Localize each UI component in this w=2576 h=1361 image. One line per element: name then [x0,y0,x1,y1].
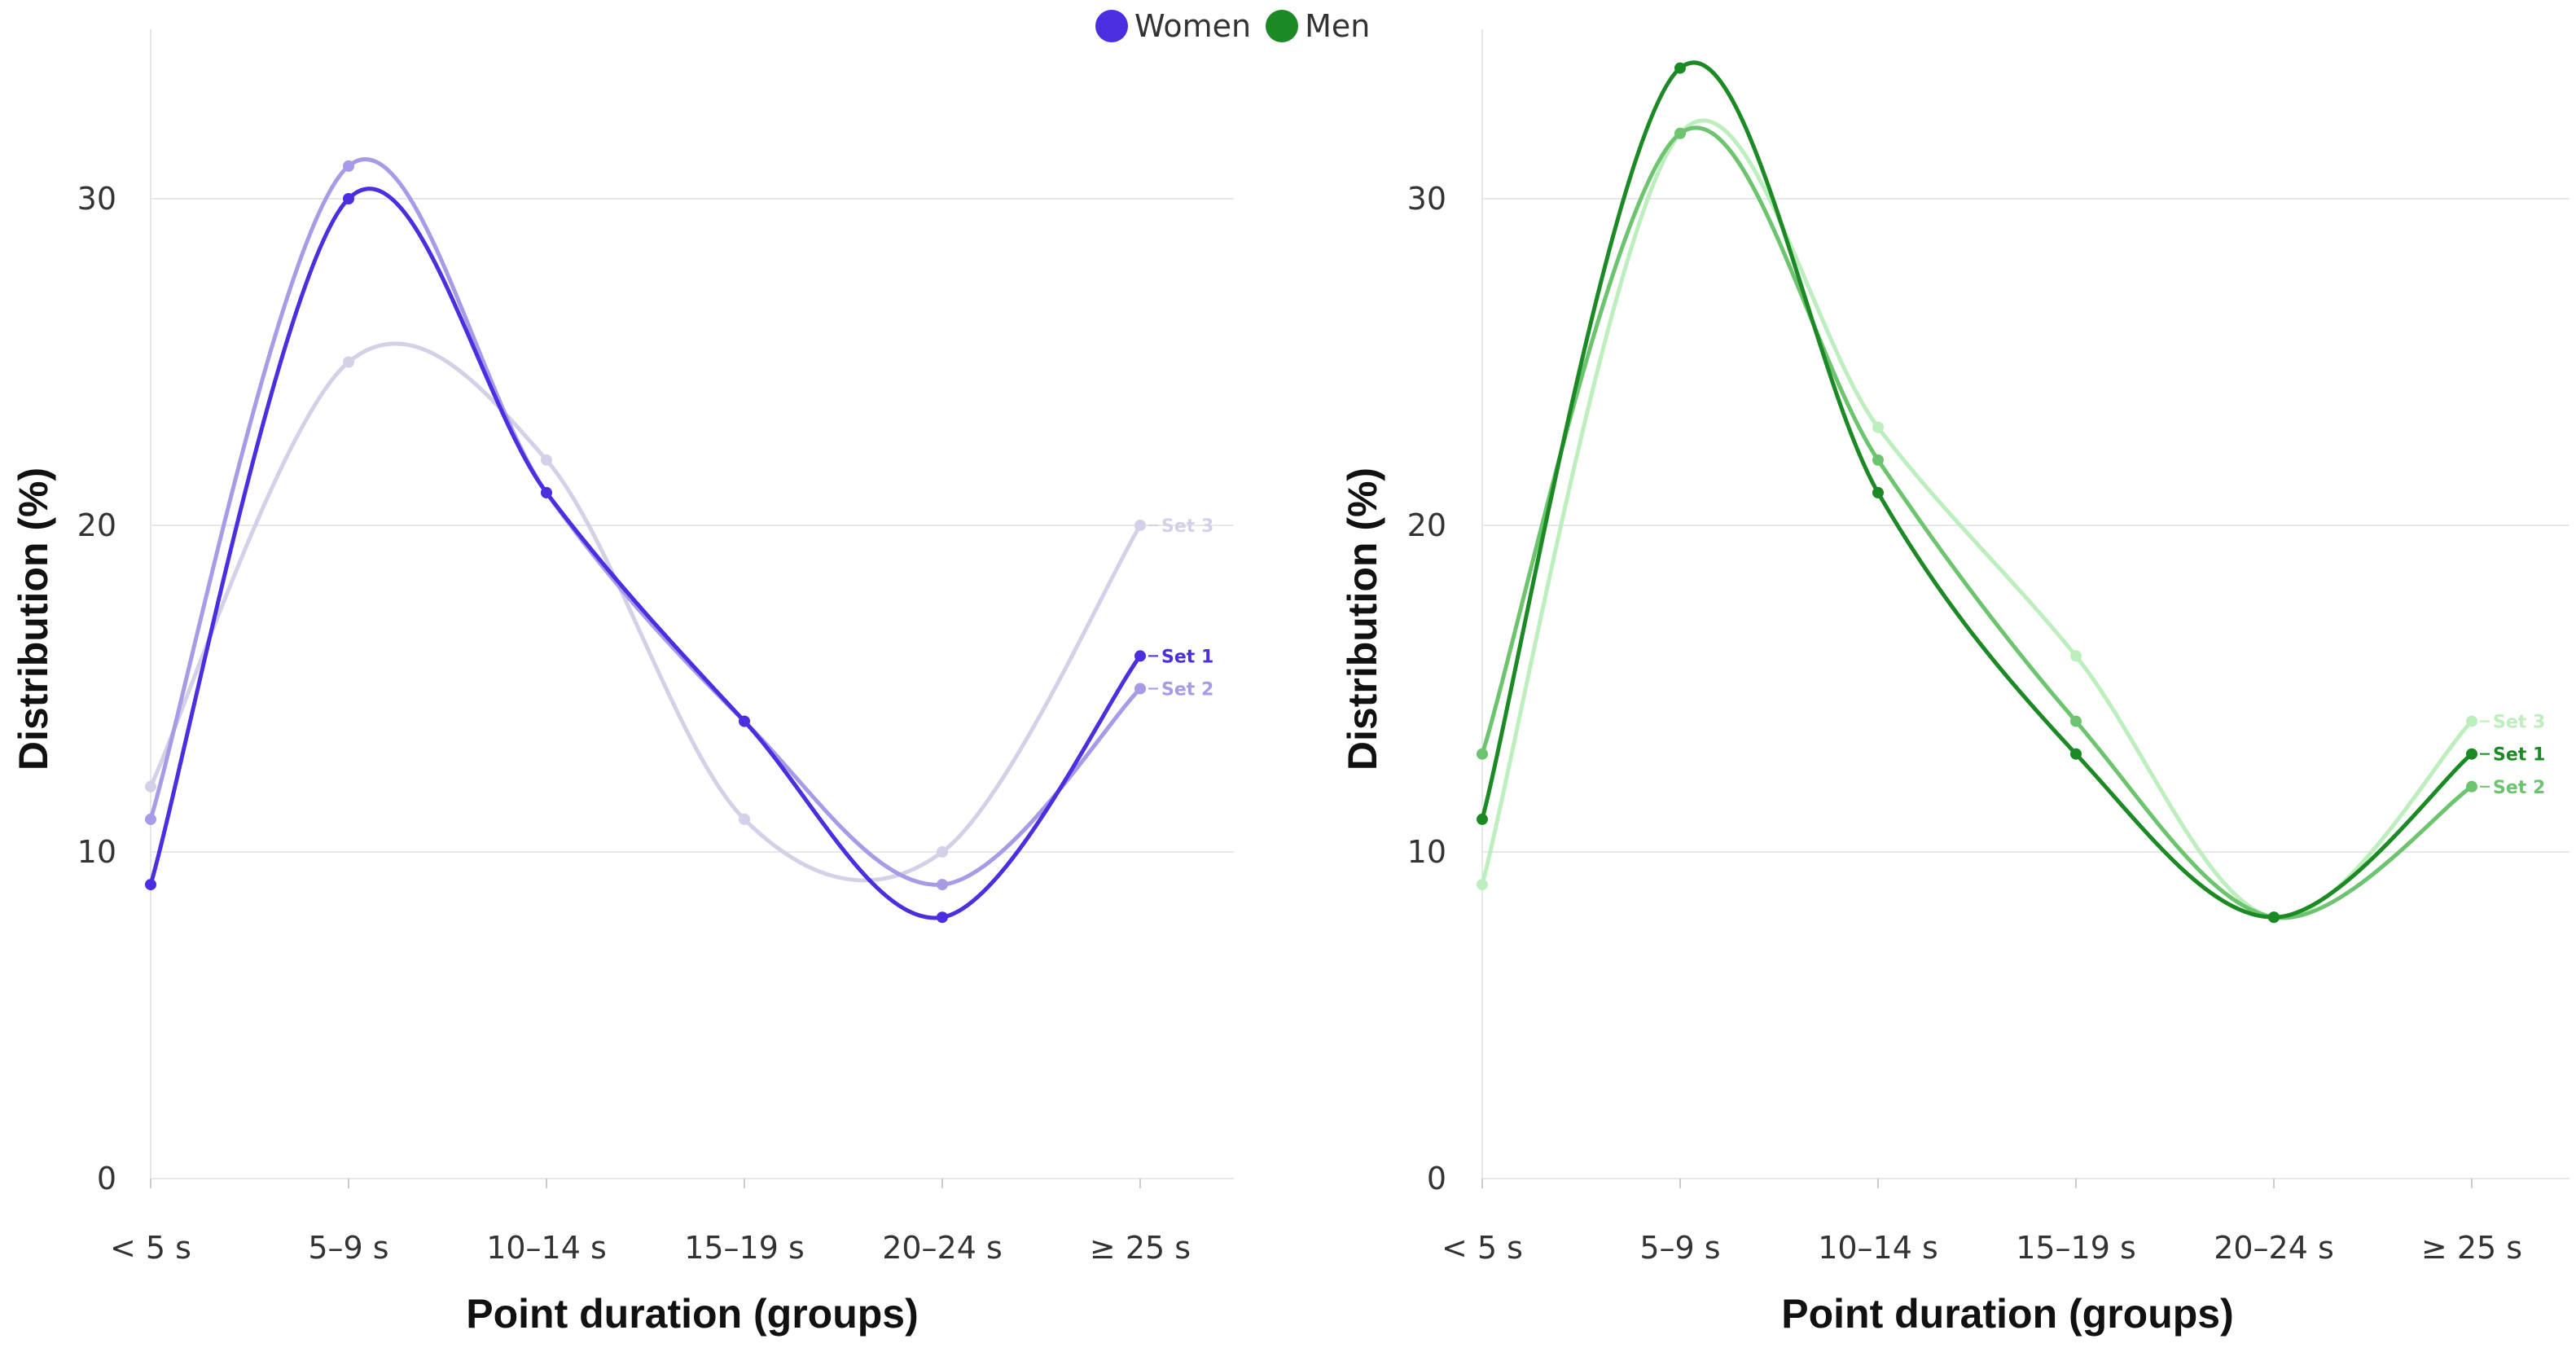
data-point-set-3 [343,356,354,368]
legend-dot-men [1266,10,1299,42]
y-tick-label: 30 [77,181,116,217]
data-point-set-2 [343,160,354,172]
x-tick-label: 10–14 s [1818,1230,1938,1266]
y-axis-title: Distribution (%) [1340,468,1385,771]
y-tick-label: 0 [1427,1161,1446,1196]
data-point-set-1 [541,486,552,498]
x-tick-label: 5–9 s [1639,1230,1720,1266]
y-tick-label: 30 [1407,181,1446,217]
data-point-set-3 [1477,879,1488,891]
series-label-set-1: Set 1 [1161,647,1213,667]
y-axis-title: Distribution (%) [11,468,56,771]
x-tick-label: 20–24 s [882,1230,1003,1266]
data-point-set-2 [1872,454,1884,466]
data-point-set-1 [739,715,750,727]
x-axis-title: Point duration (groups) [466,1291,918,1337]
data-point-set-1 [1134,650,1146,662]
y-tick-label: 20 [77,507,116,543]
data-point-set-2 [2466,780,2477,792]
data-point-set-1 [1674,62,1686,74]
x-tick-label: 15–19 s [2016,1230,2136,1266]
x-tick-label: 10–14 s [486,1230,607,1266]
data-point-set-2 [937,879,948,891]
data-point-set-2 [2070,715,2082,727]
legend-label-men: Men [1305,8,1371,44]
y-tick-label: 10 [1407,834,1446,870]
data-point-set-1 [1872,486,1884,498]
data-point-set-1 [2070,748,2082,760]
x-axis-title: Point duration (groups) [1781,1291,2233,1337]
data-point-set-1 [343,193,354,204]
data-point-set-3 [1872,421,1884,433]
data-point-set-3 [145,780,156,792]
y-tick-label: 20 [1407,507,1446,543]
data-point-set-3 [2466,715,2477,727]
data-point-set-3 [541,454,552,466]
y-tick-label: 0 [97,1161,116,1196]
chart-panel-men: 0 10 20 30 < 5 s 5–9 s 10–14 s 15–19 s 20–24 s ≥ … [1340,29,2569,1337]
series-line-set-1 [1480,60,2474,920]
series-line-set-3 [148,341,1143,883]
legend-label-women: Women [1134,8,1252,44]
legend-dot-women [1095,10,1128,42]
data-point-set-2 [1134,683,1146,695]
chart-legend: Women Men [1095,7,1385,46]
chart-panel-women: 0 10 20 30 < 5 s 5–9 s 10–14 s 15–19 s 20–24 s ≥ … [11,29,1234,1337]
data-point-set-3 [1134,520,1146,531]
data-point-set-3 [739,813,750,825]
data-point-set-2 [145,813,156,825]
series-label-set-1: Set 1 [2493,745,2545,766]
legend-item-women[interactable]: Women [1095,8,1251,44]
series-label-set-2: Set 2 [1161,680,1213,700]
data-point-set-1 [937,911,948,924]
series-label-set-3: Set 3 [1161,516,1213,537]
x-tick-label: 20–24 s [2214,1230,2334,1266]
series-line-set-2 [148,157,1143,887]
data-point-set-1 [2466,748,2477,760]
x-tick-label: < 5 s [110,1230,191,1266]
data-point-set-3 [937,846,948,858]
data-point-set-1 [145,879,156,891]
series-line-set-3 [1480,118,2474,920]
data-point-set-1 [2268,911,2280,924]
data-point-set-3 [2070,650,2082,662]
x-tick-label: 15–19 s [684,1230,805,1266]
data-point-set-2 [1477,748,1488,760]
x-tick-label: ≥ 25 s [2421,1230,2522,1266]
x-tick-label: < 5 s [1442,1230,1523,1266]
data-point-set-1 [1477,813,1488,825]
series-label-set-3: Set 3 [2493,713,2545,733]
series-line-set-1 [148,187,1143,920]
legend-item-men[interactable]: Men [1266,8,1370,44]
x-tick-label: 5–9 s [308,1230,388,1266]
y-tick-label: 10 [77,834,116,870]
series-label-set-2: Set 2 [2493,778,2545,798]
x-tick-label: ≥ 25 s [1090,1230,1191,1266]
data-point-set-2 [1674,127,1686,139]
